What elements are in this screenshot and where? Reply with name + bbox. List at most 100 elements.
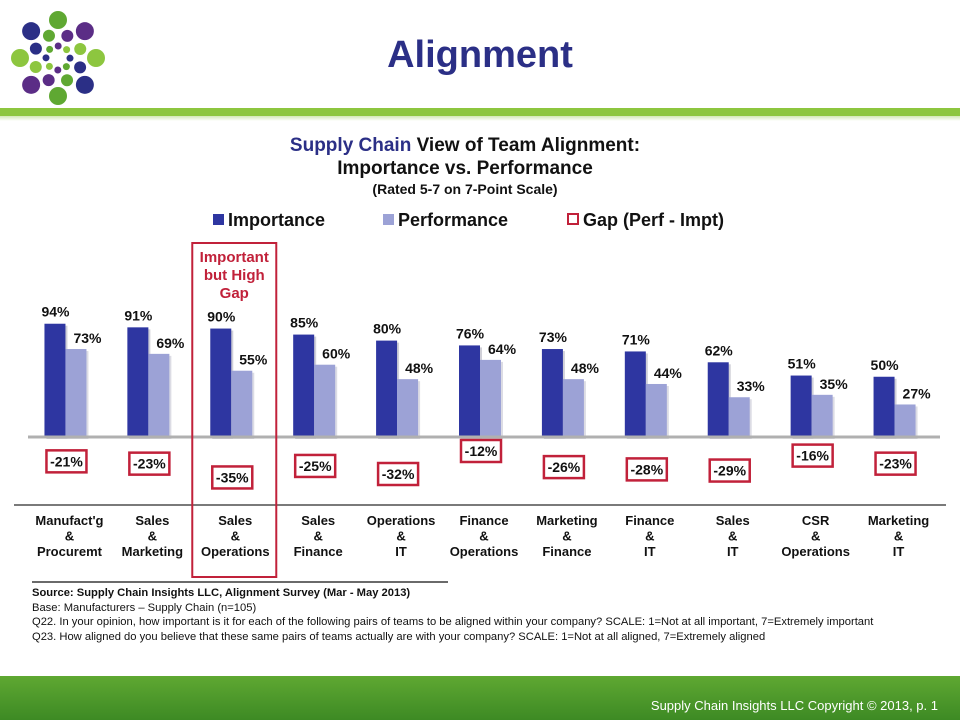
category-label: IT [893, 544, 905, 559]
logo-dot [87, 49, 105, 67]
importance-label: 91% [124, 307, 153, 323]
callout-label: but High [204, 267, 265, 284]
category-label: & [894, 529, 903, 544]
legend-item-gap: Gap (Perf - Impt) [567, 210, 724, 231]
logo-dot [45, 62, 53, 70]
legend-swatch-importance [213, 214, 224, 225]
logo-dot [46, 45, 54, 53]
importance-label: 94% [41, 304, 70, 320]
importance-bar [624, 351, 646, 437]
legend-item-performance: Performance [383, 210, 508, 231]
logo-dot [49, 87, 67, 105]
category-label: Operations [367, 513, 436, 528]
chart-title: Supply Chain View of Team Alignment: Imp… [200, 134, 730, 198]
importance-bar [873, 376, 895, 437]
logo-dot [11, 49, 29, 67]
importance-label: 71% [622, 331, 651, 347]
performance-bar [148, 353, 170, 437]
category-label: IT [727, 544, 739, 559]
category-label: & [148, 529, 157, 544]
gap-label: -28% [630, 461, 663, 477]
performance-label: 69% [156, 335, 185, 351]
logo-dot [62, 63, 70, 71]
category-label: & [479, 529, 488, 544]
performance-bar [811, 394, 833, 437]
logo-dot [75, 22, 94, 41]
performance-bar [231, 370, 253, 437]
base-line: Base: Manufacturers – Supply Chain (n=10… [32, 601, 257, 614]
category-label: Operations [450, 544, 519, 559]
importance-label: 51% [788, 356, 817, 372]
performance-bar [480, 359, 501, 437]
logo-dot [61, 29, 74, 42]
category-label: Operations [201, 544, 270, 559]
gap-label: -23% [133, 456, 166, 472]
gap-label: -21% [50, 453, 83, 469]
logo-dot [42, 74, 55, 87]
gap-box [128, 451, 171, 476]
company-logo [11, 11, 105, 105]
logo-dot [42, 54, 50, 62]
category-label: & [645, 529, 654, 544]
gap-box [293, 453, 337, 479]
source-line: Source: Supply Chain Insights LLC, Align… [32, 587, 411, 599]
logo-dot [61, 74, 74, 87]
performance-bar [894, 404, 916, 437]
gap-label: -23% [879, 456, 912, 472]
logo-dot [29, 61, 42, 74]
category-label: Finance [294, 544, 343, 559]
logo-dot [29, 42, 42, 55]
performance-bar [65, 349, 87, 437]
footer-bar [0, 676, 960, 720]
importance-bar [541, 349, 563, 437]
logo-dot [74, 42, 87, 55]
performance-bar [314, 364, 336, 437]
importance-label: 80% [373, 321, 402, 337]
gap-box [376, 461, 420, 487]
importance-bar [790, 375, 812, 437]
importance-bar [44, 323, 66, 437]
gap-box [211, 465, 254, 490]
performance-label: 55% [239, 352, 268, 368]
gap-box [625, 457, 669, 482]
chart-title-line2: Importance vs. Performance [337, 158, 593, 179]
logo-dot [74, 61, 87, 74]
category-label: Sales [301, 513, 335, 528]
category-label: & [65, 529, 74, 544]
legend-swatch-gap [567, 213, 579, 225]
callout-label: Gap [220, 285, 249, 302]
importance-bar [127, 327, 149, 437]
performance-bar [397, 379, 419, 437]
slide-title: Alignment [387, 34, 573, 76]
logo-dot [66, 54, 74, 62]
logo-dot [63, 46, 71, 54]
category-label: IT [644, 544, 656, 559]
gap-box [791, 443, 834, 468]
gap-label: -29% [713, 463, 746, 479]
gap-label: -26% [548, 459, 581, 475]
importance-label: 73% [539, 329, 568, 345]
logo-dot [54, 42, 62, 50]
importance-label: 85% [290, 315, 319, 331]
category-label: & [396, 529, 405, 544]
performance-label: 35% [820, 376, 849, 392]
performance-label: 48% [405, 360, 434, 376]
importance-bar [459, 345, 480, 437]
question-23: Q23. How aligned do you believe that the… [32, 630, 766, 643]
category-label: Finance [459, 513, 508, 528]
performance-label: 33% [737, 378, 766, 394]
performance-label: 60% [322, 346, 351, 362]
gap-label: -32% [382, 466, 415, 482]
importance-label: 50% [871, 357, 900, 373]
chart-title-highlight: Supply Chain [289, 135, 412, 156]
gap-label: -16% [796, 448, 829, 464]
callout-label: Important [200, 249, 269, 266]
performance-label: 64% [488, 341, 517, 357]
gap-label: -12% [465, 443, 498, 459]
category-label: & [811, 529, 820, 544]
category-label: Marketing [868, 513, 929, 528]
logo-dot [22, 22, 41, 41]
category-label: IT [395, 544, 407, 559]
footer-copyright: Supply Chain Insights LLC Copyright © 20… [650, 698, 938, 713]
legend-item-importance: Importance [213, 210, 325, 231]
